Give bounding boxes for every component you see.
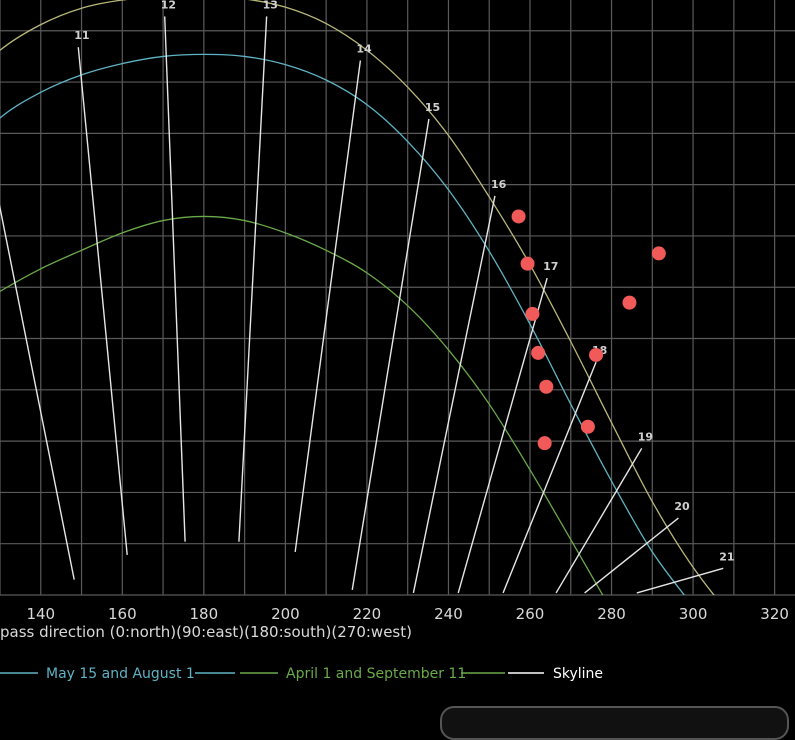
skyline-point-9 [651, 246, 666, 261]
hour-line-19 [555, 447, 643, 594]
skyline-point-0 [511, 209, 526, 224]
sun-path-series-0 [0, 0, 715, 595]
hour-line-17 [457, 277, 548, 594]
hour-label-13: 13 [263, 0, 278, 11]
hour-label-19: 19 [638, 430, 653, 443]
legend-label-0: May 15 and August 1 [46, 666, 195, 682]
legend-label-1: April 1 and September 11 [286, 666, 466, 682]
hour-line-14 [294, 60, 362, 553]
hour-label-20: 20 [674, 500, 690, 513]
sun-path-series-2 [0, 215, 604, 595]
skyline-point-7 [589, 347, 604, 362]
legend-label-2: Skyline [553, 666, 603, 682]
x-tick-140: 140 [26, 605, 55, 623]
hour-line-18 [502, 361, 597, 594]
x-tick-220: 220 [353, 605, 382, 623]
hour-label-11: 11 [74, 29, 89, 42]
skyline-point-4 [539, 379, 554, 394]
x-tick-200: 200 [271, 605, 300, 623]
hour-lines: 101112131415161718192021 [0, 0, 735, 594]
legend: May 15 and August 1 April 1 and September… [0, 666, 603, 682]
sun-path-curves [0, 0, 715, 595]
skyline-point-3 [531, 345, 546, 360]
x-tick-260: 260 [516, 605, 545, 623]
skyline-point-5 [537, 436, 552, 451]
hour-line-20 [584, 517, 679, 594]
hour-label-21: 21 [719, 550, 734, 563]
x-tick-280: 280 [597, 605, 626, 623]
x-tick-180: 180 [190, 605, 219, 623]
skyline-point-2 [525, 306, 540, 321]
skyline-point-8 [622, 295, 637, 310]
hour-label-16: 16 [491, 178, 507, 191]
sun-path-series-1 [0, 53, 686, 595]
hour-line-11 [77, 47, 128, 556]
hour-label-15: 15 [425, 101, 440, 114]
hour-line-15 [351, 118, 430, 590]
hour-line-10 [0, 204, 75, 580]
sun-path-chart: 101112131415161718192021 140160180200220… [0, 0, 795, 682]
hour-line-21 [636, 567, 724, 594]
skyline-point-6 [580, 419, 595, 434]
hour-label-17: 17 [543, 260, 558, 273]
hour-line-16 [412, 195, 496, 594]
x-tick-300: 300 [679, 605, 708, 623]
x-axis-title: pass direction (0:north)(90:east)(180:so… [0, 623, 412, 641]
hour-label-14: 14 [356, 43, 372, 56]
x-tick-240: 240 [434, 605, 463, 623]
hour-label-12: 12 [161, 0, 176, 11]
x-tick-320: 320 [760, 605, 789, 623]
skyline-points [511, 209, 666, 451]
x-tick-labels: 140 160 180 200 220 240 260 280 300 320 [26, 605, 788, 623]
x-tick-160: 160 [108, 605, 137, 623]
grid [0, 0, 795, 596]
hour-line-12 [164, 16, 186, 542]
skyline-point-1 [520, 256, 535, 271]
bottom-panel-edge [440, 706, 789, 740]
hour-line-13 [238, 16, 268, 542]
